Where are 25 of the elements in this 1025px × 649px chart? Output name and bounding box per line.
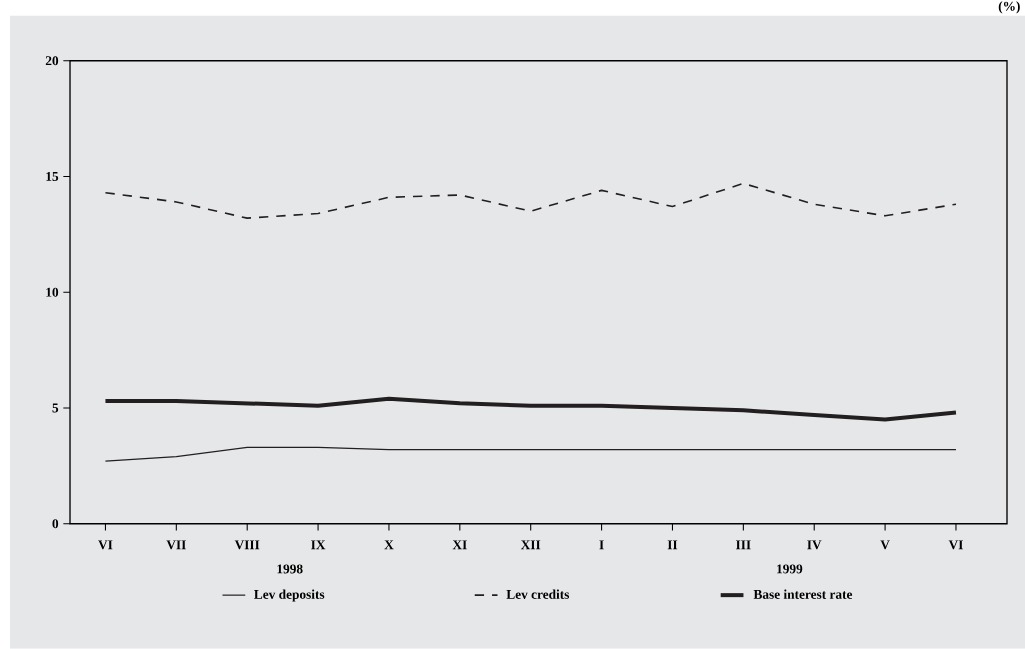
x-tick-label: III <box>735 540 751 550</box>
y-tick-label: 5 <box>52 403 59 413</box>
x-tick-label: XII <box>520 540 541 550</box>
legend-label: Lev deposits <box>254 589 325 602</box>
x-tick-label: VI <box>948 540 963 550</box>
y-tick-label: 20 <box>45 56 59 66</box>
x-tick-label: VII <box>166 540 186 550</box>
x-tick-label: XI <box>452 540 467 550</box>
x-tick-label: VIII <box>234 540 260 550</box>
x-tick-label: IV <box>807 540 822 550</box>
x-tick-label: VI <box>98 540 113 550</box>
text: 1998 <box>277 564 303 574</box>
line-series <box>104 182 957 220</box>
legend-label: Lev credits <box>506 589 570 600</box>
x-tick-label: II <box>667 540 678 550</box>
text: 1999 <box>777 564 803 574</box>
text: (%) <box>998 1 1020 14</box>
y-tick-label: 0 <box>52 519 59 529</box>
x-tick-label: V <box>880 540 890 550</box>
x-tick-label: X <box>384 540 394 550</box>
legend-label: Base interest rate <box>753 589 853 600</box>
x-tick-label: I <box>599 540 604 550</box>
y-tick-label: 10 <box>46 287 59 297</box>
y-tick-label: 15 <box>46 172 59 182</box>
x-tick-label: IX <box>311 540 326 550</box>
